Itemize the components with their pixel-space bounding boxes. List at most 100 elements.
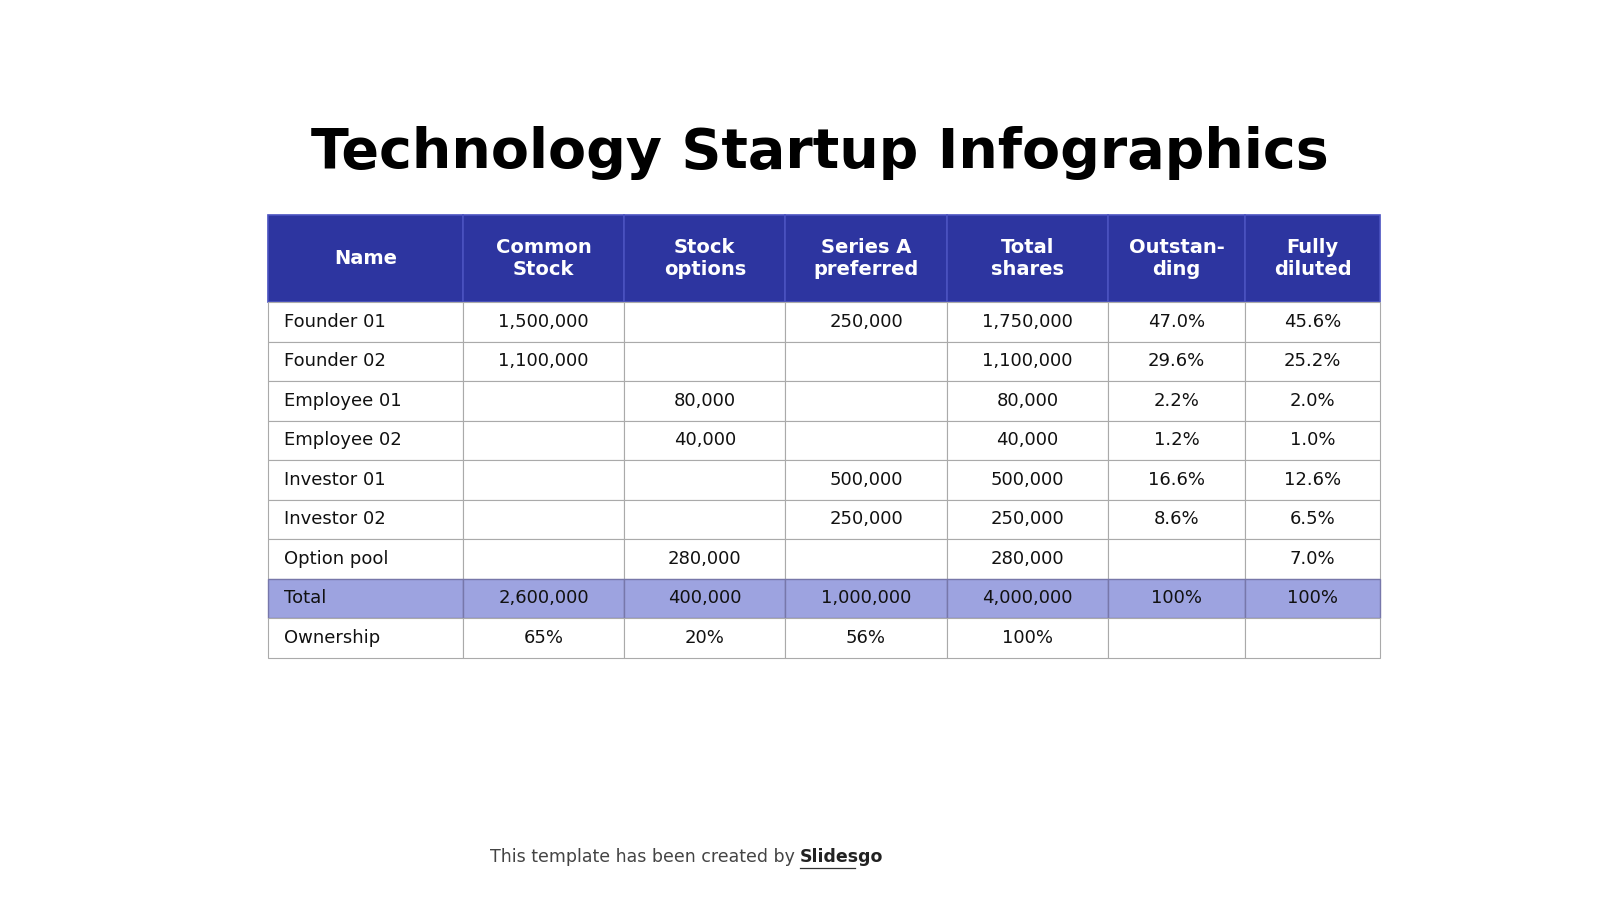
Text: 65%: 65% (523, 629, 563, 647)
Bar (786, 420, 947, 460)
Bar (269, 302, 462, 341)
Bar (947, 500, 1107, 539)
Bar (1245, 341, 1381, 381)
Text: 1,500,000: 1,500,000 (498, 313, 589, 331)
Bar (269, 420, 462, 460)
Text: 80,000: 80,000 (674, 392, 736, 410)
Bar (624, 302, 786, 341)
Bar (947, 618, 1107, 658)
Text: Outstan-
ding: Outstan- ding (1128, 238, 1224, 279)
Text: 250,000: 250,000 (829, 313, 902, 331)
Bar (786, 381, 947, 420)
Text: 40,000: 40,000 (674, 431, 736, 449)
Bar (462, 341, 624, 381)
Bar (1245, 539, 1381, 579)
Text: 7.0%: 7.0% (1290, 550, 1336, 568)
Bar (269, 341, 462, 381)
Bar (624, 460, 786, 500)
Bar (462, 500, 624, 539)
Bar (947, 460, 1107, 500)
Bar (786, 341, 947, 381)
Bar (786, 579, 947, 618)
Bar (462, 618, 624, 658)
Text: Ownership: Ownership (283, 629, 381, 647)
Text: Total: Total (283, 590, 326, 608)
Text: 16.6%: 16.6% (1147, 471, 1205, 489)
Text: 250,000: 250,000 (990, 510, 1064, 528)
Text: Common
Stock: Common Stock (496, 238, 592, 279)
Text: Investor 01: Investor 01 (283, 471, 386, 489)
Text: 280,000: 280,000 (667, 550, 741, 568)
Text: 4,000,000: 4,000,000 (982, 590, 1072, 608)
Text: 1,750,000: 1,750,000 (982, 313, 1072, 331)
Bar (1107, 302, 1245, 341)
Bar (462, 215, 624, 302)
Bar (1245, 460, 1381, 500)
Bar (269, 539, 462, 579)
Text: 29.6%: 29.6% (1147, 352, 1205, 370)
Text: Founder 01: Founder 01 (283, 313, 386, 331)
Bar (1245, 500, 1381, 539)
Text: 1,100,000: 1,100,000 (498, 352, 589, 370)
Text: Employee 02: Employee 02 (283, 431, 402, 449)
Text: Slidesgo: Slidesgo (800, 848, 883, 866)
Bar (786, 500, 947, 539)
Text: 100%: 100% (1286, 590, 1338, 608)
Bar (462, 460, 624, 500)
Text: 56%: 56% (846, 629, 886, 647)
Bar (624, 381, 786, 420)
Text: 500,000: 500,000 (829, 471, 902, 489)
Bar (1245, 381, 1381, 420)
Bar (1245, 420, 1381, 460)
Bar (462, 302, 624, 341)
Text: 100%: 100% (1150, 590, 1202, 608)
Bar (1107, 579, 1245, 618)
Bar (269, 500, 462, 539)
Bar (462, 420, 624, 460)
Text: 280,000: 280,000 (990, 550, 1064, 568)
Text: Stock
options: Stock options (664, 238, 746, 279)
Text: 250,000: 250,000 (829, 510, 902, 528)
Bar (947, 302, 1107, 341)
Bar (624, 500, 786, 539)
Text: 47.0%: 47.0% (1147, 313, 1205, 331)
Bar (624, 618, 786, 658)
Bar (624, 579, 786, 618)
Text: 25.2%: 25.2% (1283, 352, 1341, 370)
Text: 2.2%: 2.2% (1154, 392, 1200, 410)
Text: 500,000: 500,000 (990, 471, 1064, 489)
Bar (947, 579, 1107, 618)
Bar (947, 381, 1107, 420)
Bar (624, 341, 786, 381)
Text: 12.6%: 12.6% (1285, 471, 1341, 489)
Bar (1107, 500, 1245, 539)
Bar (1245, 302, 1381, 341)
Text: Investor 02: Investor 02 (283, 510, 386, 528)
Text: Option pool: Option pool (283, 550, 389, 568)
Text: Total
shares: Total shares (990, 238, 1064, 279)
Bar (1107, 420, 1245, 460)
Bar (786, 539, 947, 579)
Bar (786, 618, 947, 658)
Text: 20%: 20% (685, 629, 725, 647)
Bar (1107, 539, 1245, 579)
Text: 1,000,000: 1,000,000 (821, 590, 912, 608)
Text: Founder 02: Founder 02 (283, 352, 386, 370)
Bar (624, 215, 786, 302)
Text: Series A
preferred: Series A preferred (813, 238, 918, 279)
Text: 2,600,000: 2,600,000 (498, 590, 589, 608)
Bar (1245, 579, 1381, 618)
Bar (269, 381, 462, 420)
Text: 1,100,000: 1,100,000 (982, 352, 1072, 370)
Bar (269, 579, 462, 618)
Text: Fully
diluted: Fully diluted (1274, 238, 1352, 279)
Text: 1.2%: 1.2% (1154, 431, 1200, 449)
Text: 80,000: 80,000 (997, 392, 1058, 410)
Text: 8.6%: 8.6% (1154, 510, 1198, 528)
Text: 40,000: 40,000 (997, 431, 1059, 449)
Bar (947, 539, 1107, 579)
Text: Technology Startup Infographics: Technology Startup Infographics (310, 126, 1330, 180)
Text: Employee 01: Employee 01 (283, 392, 402, 410)
Bar (1107, 460, 1245, 500)
Bar (947, 341, 1107, 381)
